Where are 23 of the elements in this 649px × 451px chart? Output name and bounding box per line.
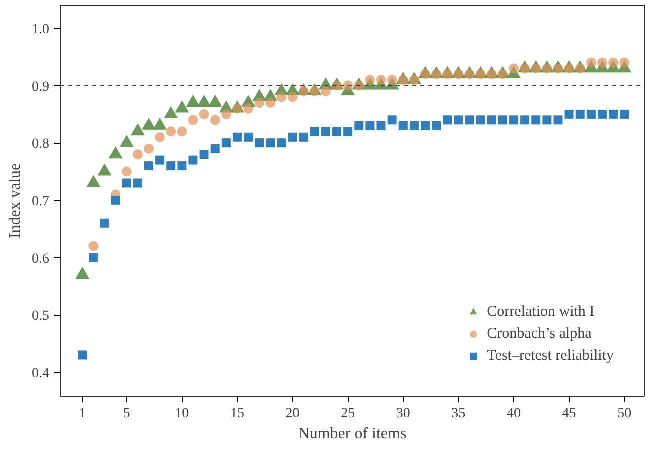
- legend-label: Cronbach’s alpha: [487, 326, 592, 342]
- x-tick-label: 40: [506, 406, 521, 422]
- x-tick-label: 10: [175, 406, 190, 422]
- y-tick-label: 0.4: [32, 366, 50, 382]
- y-tick-label: 0.9: [32, 80, 50, 95]
- x-axis-title: Number of items: [298, 426, 407, 442]
- x-tick-label: 25: [341, 406, 356, 422]
- y-tick-label: 0.6: [32, 252, 50, 267]
- x-tick-label: 45: [562, 406, 576, 422]
- x-tick-label: 35: [452, 406, 466, 422]
- x-tick-label: 15: [230, 406, 244, 422]
- x-tick-label: 50: [618, 406, 632, 422]
- x-tick-label: 30: [396, 406, 410, 422]
- y-axis-title: Index value: [7, 163, 24, 239]
- y-tick-label: 0.5: [32, 309, 50, 324]
- x-tick-label: 5: [123, 406, 130, 422]
- y-tick-label: 0.7: [32, 194, 50, 210]
- x-tick-label: 1: [79, 406, 86, 422]
- y-tick-label: 1.0: [32, 22, 50, 38]
- legend-label: Correlation with I: [487, 304, 595, 320]
- legend-label: Test–retest reliability: [487, 348, 614, 364]
- x-tick-label: 20: [286, 406, 300, 422]
- y-tick-label: 0.8: [32, 137, 50, 152]
